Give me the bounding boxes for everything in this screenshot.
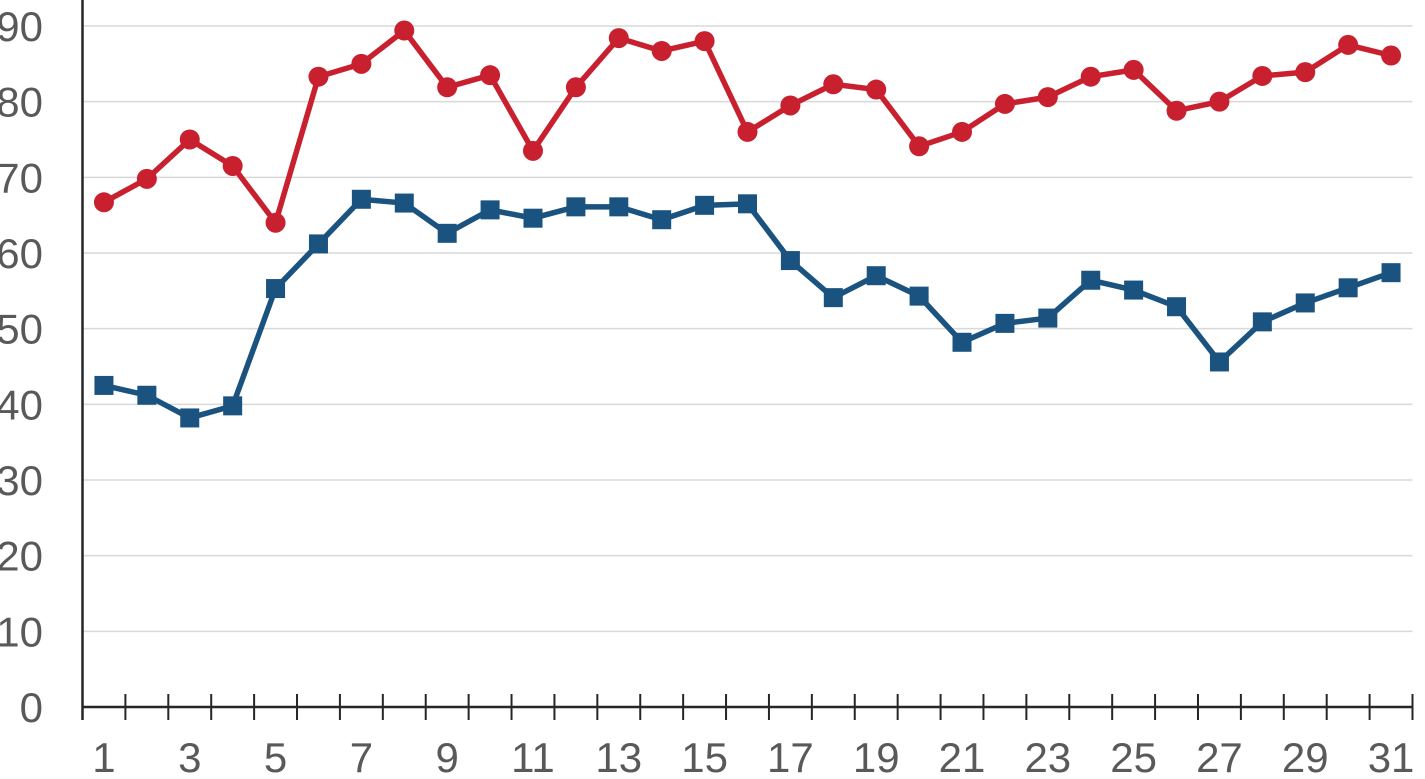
red-series-marker	[1295, 62, 1316, 83]
blue-series-marker	[394, 193, 414, 213]
blue-series-marker	[1338, 278, 1358, 298]
x-axis-label: 1	[92, 734, 115, 779]
blue-series-marker	[480, 200, 500, 220]
blue-series-marker	[609, 197, 629, 217]
red-series-marker	[265, 212, 286, 233]
red-series-marker	[480, 65, 501, 86]
x-axis-label: 21	[939, 734, 986, 779]
red-series-marker	[1123, 59, 1144, 80]
red-series-marker	[308, 66, 329, 87]
y-axis-label: 20	[0, 533, 43, 580]
red-series-marker	[179, 129, 200, 150]
y-axis-label: 40	[0, 381, 43, 428]
blue-series-marker	[1124, 280, 1144, 300]
blue-series-marker	[995, 313, 1015, 333]
blue-series-marker	[866, 266, 886, 286]
blue-series-marker	[1252, 312, 1272, 332]
red-series-marker	[1166, 100, 1187, 121]
blue-series-marker	[1295, 293, 1315, 313]
red-series-marker	[1080, 66, 1101, 87]
red-series-marker	[222, 155, 243, 176]
blue-series-marker	[1081, 270, 1101, 290]
x-axis-label: 17	[767, 734, 814, 779]
blue-series-marker	[437, 223, 457, 243]
blue-series-marker	[695, 195, 715, 215]
x-axis-label: 7	[350, 734, 373, 779]
blue-series-marker	[266, 279, 286, 299]
red-series-marker	[93, 192, 114, 213]
red-series-marker	[780, 95, 801, 116]
red-series-marker	[1338, 34, 1359, 55]
y-axis-label: 10	[0, 608, 43, 655]
y-axis-label: 30	[0, 457, 43, 504]
y-axis-label: 80	[0, 79, 43, 126]
red-series-marker	[1252, 65, 1273, 86]
red-series-marker	[394, 20, 415, 41]
blue-series-marker	[308, 234, 328, 254]
x-axis-label: 23	[1024, 734, 1071, 779]
blue-series-marker	[952, 332, 972, 352]
red-series-marker	[437, 77, 458, 98]
red-series-marker	[651, 40, 672, 61]
red-series-marker	[694, 31, 715, 52]
red-series-marker	[1209, 91, 1230, 112]
x-axis-label: 19	[853, 734, 900, 779]
x-axis-label: 25	[1110, 734, 1157, 779]
y-axis-label: 90	[0, 3, 43, 50]
blue-series-marker	[823, 288, 843, 308]
x-axis-label: 27	[1196, 734, 1243, 779]
blue-series-marker	[1038, 308, 1058, 328]
x-axis-label: 9	[435, 734, 458, 779]
red-series-marker	[866, 79, 887, 100]
red-series-marker	[952, 121, 973, 142]
red-series-marker	[565, 77, 586, 98]
red-series-marker	[823, 74, 844, 95]
blue-series-marker	[351, 189, 371, 209]
x-axis-label: 11	[511, 734, 555, 779]
blue-series-marker	[137, 385, 157, 405]
x-axis-label: 31	[1368, 734, 1415, 779]
y-axis-label: 60	[0, 230, 43, 277]
blue-series-marker	[1209, 352, 1229, 372]
red-series-marker	[909, 136, 930, 157]
y-axis-label: 50	[0, 306, 43, 353]
red-series-marker	[136, 168, 157, 189]
blue-series-marker	[1167, 297, 1187, 317]
red-series-marker	[351, 53, 372, 74]
blue-series-marker	[780, 251, 800, 271]
red-series-marker	[737, 121, 758, 142]
red-series-marker	[522, 140, 543, 161]
blue-series-line	[101, 196, 1394, 421]
y-axis-label: 70	[0, 154, 43, 201]
red-series-marker	[608, 28, 629, 49]
x-axis-label: 29	[1282, 734, 1329, 779]
red-series-marker	[1037, 87, 1058, 108]
blue-series-marker	[738, 194, 757, 214]
x-axis-label: 5	[264, 734, 287, 779]
red-series-marker	[994, 93, 1015, 114]
blue-series-marker	[1381, 263, 1401, 283]
x-axis-label: 15	[681, 734, 728, 779]
blue-series-marker	[94, 375, 114, 395]
blue-series-marker	[523, 208, 543, 228]
y-axis-label: 0	[20, 684, 43, 731]
x-axis-label: 13	[595, 734, 642, 779]
blue-series-marker	[223, 396, 243, 416]
blue-series-marker	[909, 286, 929, 306]
blue-series-marker	[652, 210, 672, 230]
blue-series-marker	[566, 197, 586, 217]
x-axis-label: 3	[178, 734, 201, 779]
blue-series-marker	[180, 408, 200, 428]
red-series-marker	[1381, 45, 1402, 66]
